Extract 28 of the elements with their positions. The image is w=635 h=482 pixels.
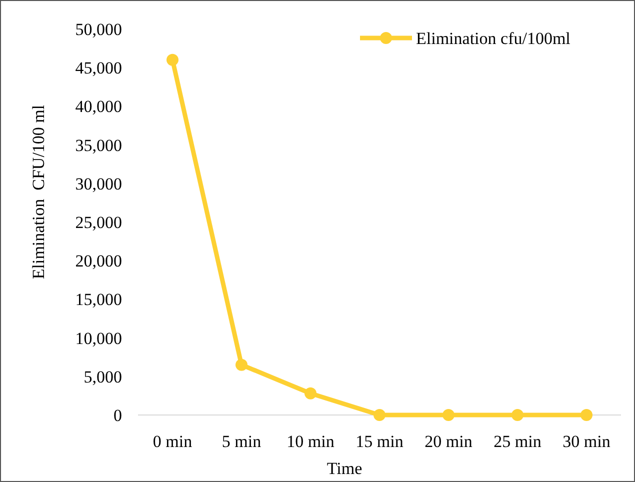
x-axis-title: Time [326,459,362,478]
y-tick-label: 5,000 [84,367,122,386]
y-tick-label: 40,000 [75,97,122,116]
x-tick-label: 20 min [424,432,473,451]
y-tick-label: 15,000 [75,290,122,310]
point [304,387,316,400]
y-tick-label: 20,000 [75,252,122,271]
legend-label: Elimination cfu/100ml [416,28,571,48]
y-tick-label: 50,000 [75,20,122,39]
y-tick-label: 45,000 [75,58,122,78]
y-axis-title: Elimination CFU/100 ml [29,104,48,280]
x-tick-label: 5 min [222,432,262,451]
point [512,409,524,421]
y-tick-label: 10,000 [75,328,122,348]
y-tick-label: 30,000 [75,174,122,194]
x-tick-label: 10 min [286,432,335,451]
point [236,358,248,371]
y-tick-label: 0 [114,406,122,425]
x-tick-label: 25 min [494,432,542,451]
x-tick-label: 15 min [356,432,404,451]
point [166,54,178,66]
point [442,409,454,421]
point [580,409,592,421]
y-tick-label: 25,000 [75,212,122,232]
x-tick-label: 0 min [152,432,193,451]
y-tick-label: 35,000 [75,136,122,155]
point [374,409,386,421]
x-tick-label: 30 min [562,432,611,451]
